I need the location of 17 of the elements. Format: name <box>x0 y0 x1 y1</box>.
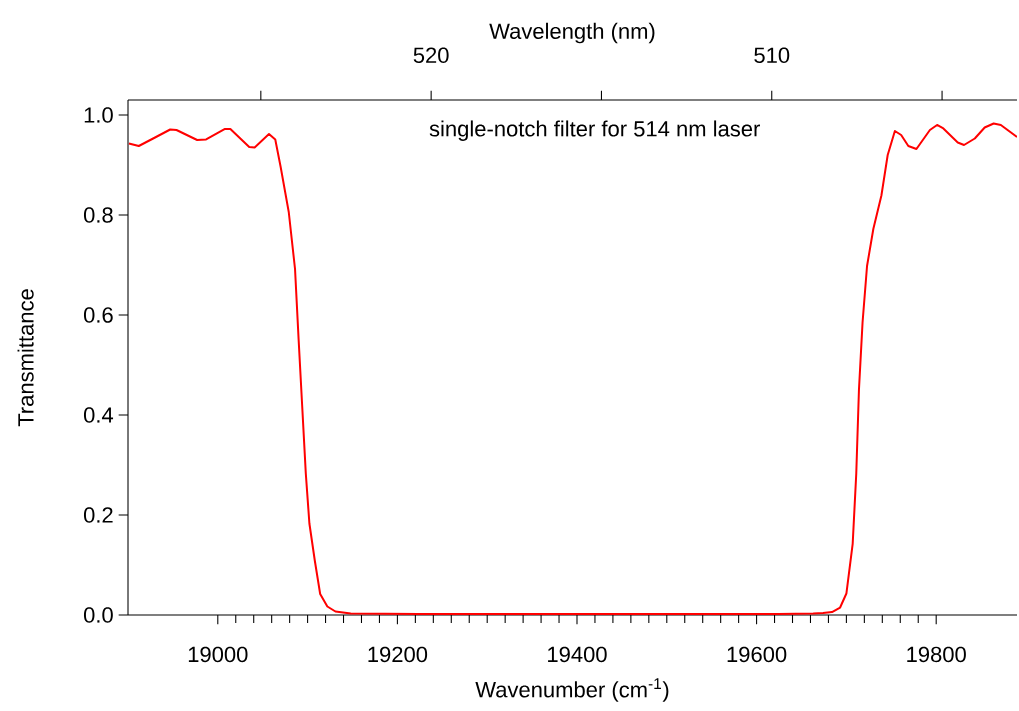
annotation: single-notch filter for 514 nm laser <box>429 120 760 141</box>
y-tick-label: 0.0 <box>83 607 113 623</box>
y-tick-label: 0.2 <box>83 507 113 523</box>
x-tick-label: 19600 <box>727 646 787 663</box>
x-tick-label: 19400 <box>548 646 607 663</box>
x2-axis-title: Wavelength (nm) <box>489 22 655 44</box>
y-axis-title: Transmittance <box>17 289 34 427</box>
y-tick-label: 0.6 <box>83 307 113 323</box>
x-tick-label: 19000 <box>188 646 248 663</box>
x-axis-title: Wavenumber (cm$^{-1}$) <box>475 678 669 702</box>
y-tick-label: 0.4 <box>83 407 114 423</box>
x2-tick-label: 510 <box>754 47 790 64</box>
y-tick-label: 0.8 <box>83 207 113 223</box>
y-tick-label: 1.0 <box>84 107 113 123</box>
x2-tick-label: 520 <box>413 47 449 64</box>
x-tick-label: 19200 <box>368 646 428 663</box>
x-tick-label: 19800 <box>907 646 966 663</box>
